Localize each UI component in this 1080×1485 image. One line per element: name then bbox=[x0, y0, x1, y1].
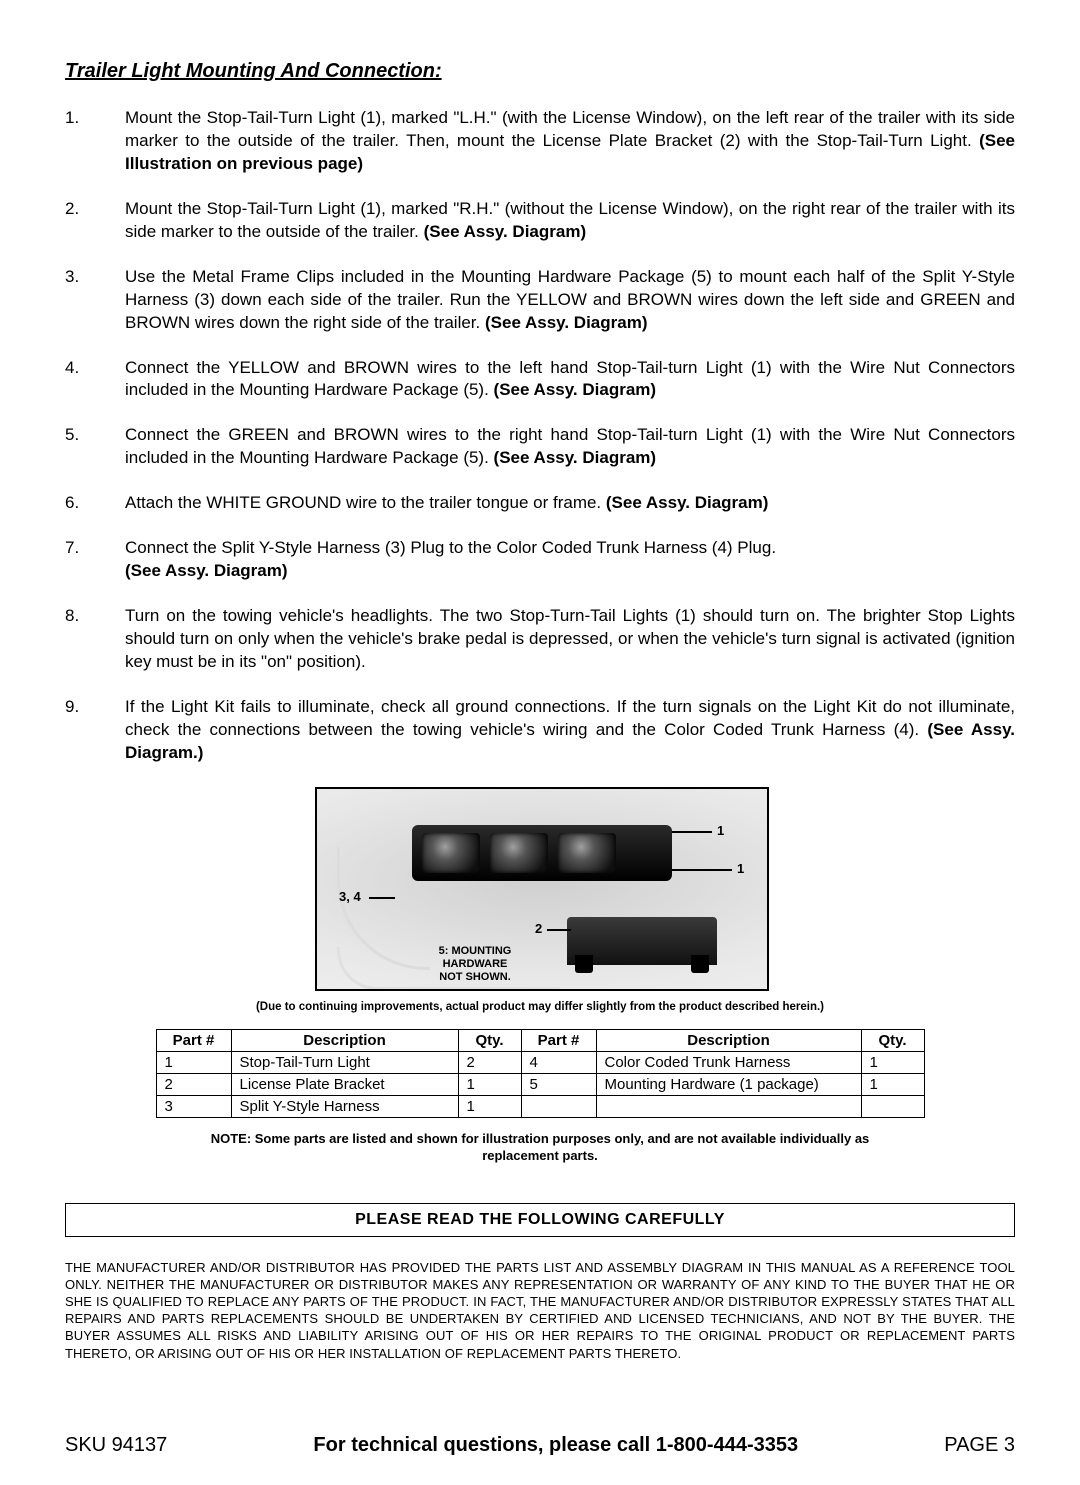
table-cell: 1 bbox=[156, 1051, 231, 1073]
step-item: 5.Connect the GREEN and BROWN wires to t… bbox=[65, 424, 1015, 470]
step-number: 1. bbox=[65, 107, 125, 176]
footer-phone: For technical questions, please call 1-8… bbox=[167, 1434, 944, 1457]
assembly-diagram-block: 1 1 3, 4 2 5: MOUNTING HARDWARE NOT SHOW… bbox=[315, 787, 765, 991]
table-header: Part # bbox=[156, 1029, 231, 1051]
step-number: 5. bbox=[65, 424, 125, 470]
step-text: If the Light Kit fails to illuminate, ch… bbox=[125, 696, 1015, 765]
table-cell bbox=[521, 1095, 596, 1117]
step-text: Turn on the towing vehicle's headlights.… bbox=[125, 605, 1015, 674]
step-text: Mount the Stop-Tail-Turn Light (1), mark… bbox=[125, 107, 1015, 176]
callout-2: 2 bbox=[535, 921, 542, 936]
table-cell: 4 bbox=[521, 1051, 596, 1073]
step-item: 2.Mount the Stop-Tail-Turn Light (1), ma… bbox=[65, 198, 1015, 244]
table-row: 3Split Y-Style Harness1 bbox=[156, 1095, 924, 1117]
step-text: Connect the GREEN and BROWN wires to the… bbox=[125, 424, 1015, 470]
step-text: Attach the WHITE GROUND wire to the trai… bbox=[125, 492, 1015, 515]
step-number: 8. bbox=[65, 605, 125, 674]
step-text: Use the Metal Frame Clips included in th… bbox=[125, 266, 1015, 335]
table-row: 1Stop-Tail-Turn Light24Color Coded Trunk… bbox=[156, 1051, 924, 1073]
step-text: Connect the Split Y-Style Harness (3) Pl… bbox=[125, 537, 1015, 583]
table-cell: Split Y-Style Harness bbox=[231, 1095, 458, 1117]
table-cell: 3 bbox=[156, 1095, 231, 1117]
hw-note-line1: 5: MOUNTING HARDWARE bbox=[439, 945, 512, 970]
step-number: 7. bbox=[65, 537, 125, 583]
section-title: Trailer Light Mounting And Connection: bbox=[65, 60, 1015, 83]
table-cell: Color Coded Trunk Harness bbox=[596, 1051, 861, 1073]
table-cell: 1 bbox=[458, 1095, 521, 1117]
table-cell: Stop-Tail-Turn Light bbox=[231, 1051, 458, 1073]
table-cell: 5 bbox=[521, 1073, 596, 1095]
table-header: Qty. bbox=[861, 1029, 924, 1051]
hw-note-line2: NOT SHOWN. bbox=[439, 971, 511, 983]
table-cell: License Plate Bracket bbox=[231, 1073, 458, 1095]
table-row: 2License Plate Bracket15Mounting Hardwar… bbox=[156, 1073, 924, 1095]
footer-page: PAGE 3 bbox=[944, 1434, 1015, 1457]
step-text: Mount the Stop-Tail-Turn Light (1), mark… bbox=[125, 198, 1015, 244]
table-cell: 1 bbox=[861, 1073, 924, 1095]
assembly-diagram: 1 1 3, 4 2 5: MOUNTING HARDWARE NOT SHOW… bbox=[315, 787, 769, 991]
callout-3-4: 3, 4 bbox=[339, 889, 361, 904]
step-item: 1.Mount the Stop-Tail-Turn Light (1), ma… bbox=[65, 107, 1015, 176]
table-cell: 1 bbox=[458, 1073, 521, 1095]
parts-table-note: NOTE: Some parts are listed and shown fo… bbox=[190, 1130, 890, 1165]
warning-box: PLEASE READ THE FOLLOWING CAREFULLY bbox=[65, 1203, 1015, 1237]
table-header: Qty. bbox=[458, 1029, 521, 1051]
step-item: 8.Turn on the towing vehicle's headlight… bbox=[65, 605, 1015, 674]
table-header: Description bbox=[231, 1029, 458, 1051]
step-number: 4. bbox=[65, 357, 125, 403]
table-cell: 2 bbox=[156, 1073, 231, 1095]
step-item: 9.If the Light Kit fails to illuminate, … bbox=[65, 696, 1015, 765]
table-header: Part # bbox=[521, 1029, 596, 1051]
table-cell bbox=[596, 1095, 861, 1117]
step-item: 3.Use the Metal Frame Clips included in … bbox=[65, 266, 1015, 335]
step-list: 1.Mount the Stop-Tail-Turn Light (1), ma… bbox=[65, 107, 1015, 765]
step-number: 2. bbox=[65, 198, 125, 244]
hardware-note: 5: MOUNTING HARDWARE NOT SHOWN. bbox=[405, 945, 545, 985]
callout-line bbox=[547, 929, 571, 931]
step-item: 4.Connect the YELLOW and BROWN wires to … bbox=[65, 357, 1015, 403]
step-number: 9. bbox=[65, 696, 125, 765]
callout-line bbox=[369, 897, 395, 899]
callout-1-right: 1 bbox=[737, 861, 744, 876]
disclaimer-text: THE MANUFACTURER AND/OR DISTRIBUTOR HAS … bbox=[65, 1259, 1015, 1362]
diagram-caption: (Due to continuing improvements, actual … bbox=[160, 1001, 920, 1013]
lens-icon bbox=[422, 833, 480, 873]
lens-icon bbox=[490, 833, 548, 873]
step-item: 6.Attach the WHITE GROUND wire to the tr… bbox=[65, 492, 1015, 515]
table-cell bbox=[861, 1095, 924, 1117]
table-cell: Mounting Hardware (1 package) bbox=[596, 1073, 861, 1095]
parts-table: Part #DescriptionQty.Part #DescriptionQt… bbox=[156, 1029, 925, 1118]
lens-icon bbox=[558, 833, 616, 873]
license-bracket-shape bbox=[567, 917, 717, 965]
callout-1-top: 1 bbox=[717, 823, 724, 838]
step-number: 3. bbox=[65, 266, 125, 335]
page-footer: SKU 94137 For technical questions, pleas… bbox=[65, 1434, 1015, 1457]
table-header: Description bbox=[596, 1029, 861, 1051]
step-item: 7.Connect the Split Y-Style Harness (3) … bbox=[65, 537, 1015, 583]
step-number: 6. bbox=[65, 492, 125, 515]
table-cell: 1 bbox=[861, 1051, 924, 1073]
table-cell: 2 bbox=[458, 1051, 521, 1073]
callout-line bbox=[672, 831, 712, 833]
callout-line bbox=[672, 869, 732, 871]
tail-light-shape bbox=[412, 825, 672, 881]
footer-sku: SKU 94137 bbox=[65, 1434, 167, 1457]
step-text: Connect the YELLOW and BROWN wires to th… bbox=[125, 357, 1015, 403]
